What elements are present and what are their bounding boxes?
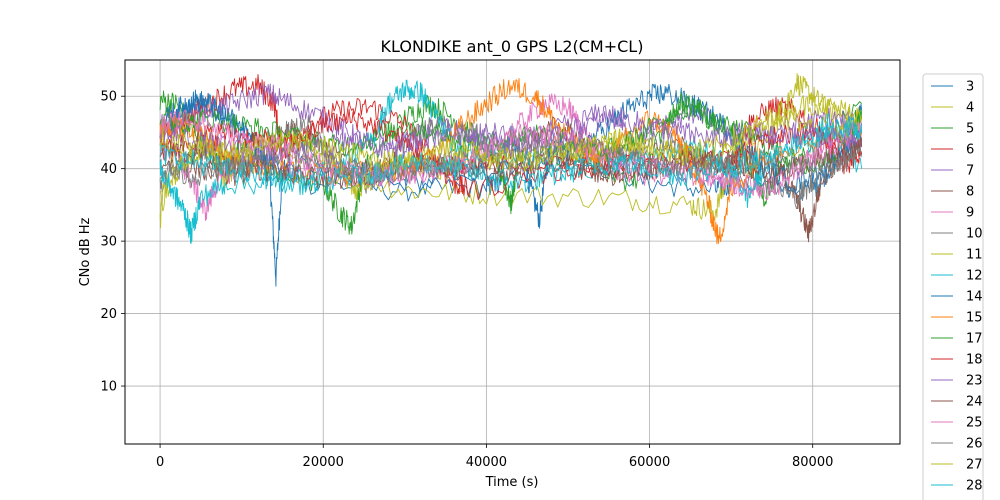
- legend-label: 7: [966, 164, 974, 179]
- y-axis-ticks: 10 20 30 40 50: [100, 90, 125, 395]
- legend-label: 28: [966, 479, 983, 494]
- x-axis-ticks: 0 20000 40000 60000 80000: [156, 444, 833, 470]
- legend-label: 4: [966, 101, 974, 116]
- x-tick-label: 60000: [629, 455, 670, 470]
- legend-box: [922, 73, 984, 500]
- legend-label: 9: [966, 206, 974, 221]
- y-tick-label: 50: [100, 90, 117, 105]
- legend-label: 11: [966, 248, 983, 263]
- y-axis-label: CNo dB Hz: [78, 217, 93, 286]
- grid-lines: [125, 60, 900, 444]
- series-line-25: [159, 109, 863, 201]
- legend-label: 17: [966, 332, 983, 347]
- legend: 3 4 5 6 7 8 9 10 11 12 14 15 17 18 23 24 25 26 27 28: [922, 73, 984, 500]
- y-tick-label: 30: [100, 235, 117, 250]
- legend-label: 5: [966, 122, 974, 137]
- legend-label: 6: [966, 143, 974, 158]
- series-line-24: [159, 136, 863, 191]
- series-line-23: [159, 106, 863, 166]
- x-tick-label: 80000: [792, 455, 833, 470]
- y-tick-label: 20: [100, 307, 117, 322]
- legend-label: 10: [966, 227, 983, 242]
- legend-label: 8: [966, 185, 974, 200]
- legend-label: 23: [966, 374, 983, 389]
- x-tick-label: 40000: [466, 455, 507, 470]
- y-tick-label: 40: [100, 162, 117, 177]
- legend-label: 3: [966, 80, 974, 95]
- legend-label: 12: [966, 269, 983, 284]
- series-line-9: [159, 93, 863, 222]
- series-line-27: [159, 95, 863, 172]
- chart-title: KLONDIKE ant_0 GPS L2(CM+CL): [381, 37, 644, 57]
- legend-label: 27: [966, 458, 983, 473]
- series-line-28: [159, 115, 863, 196]
- series-layer: [159, 73, 863, 287]
- legend-label: 14: [966, 290, 983, 305]
- y-tick-label: 10: [100, 380, 117, 395]
- plot-frame: [124, 59, 901, 445]
- series-line-17: [159, 92, 863, 175]
- legend-label: 24: [966, 395, 983, 410]
- x-tick-label: 20000: [303, 455, 344, 470]
- legend-label: 26: [966, 437, 983, 452]
- legend-label: 25: [966, 416, 983, 431]
- x-tick-label: 0: [156, 455, 164, 470]
- legend-label: 18: [966, 353, 983, 368]
- series-line-4: [159, 73, 863, 229]
- series-line-12: [159, 79, 863, 244]
- legend-label: 15: [966, 311, 983, 326]
- x-axis-label: Time (s): [485, 475, 539, 490]
